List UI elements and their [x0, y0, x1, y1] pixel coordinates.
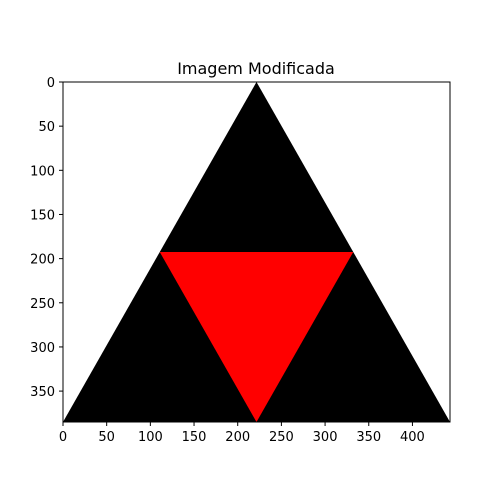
axes-frame — [62, 81, 451, 423]
x-tick-label: 400 — [400, 430, 425, 445]
y-tick-label: 350 — [30, 385, 55, 400]
y-axis: 0 50 100 150 200 250 300 350 — [30, 76, 63, 400]
x-tick-label: 50 — [98, 430, 115, 445]
y-tick-label: 200 — [30, 253, 55, 268]
y-tick-label: 0 — [47, 76, 55, 91]
x-tick-label: 150 — [182, 430, 207, 445]
chart-title: Imagem Modificada — [177, 59, 335, 78]
x-tick-label: 100 — [138, 430, 163, 445]
x-tick-label: 250 — [269, 430, 294, 445]
y-tick-label: 50 — [38, 120, 55, 135]
y-tick-label: 250 — [30, 297, 55, 312]
x-tick-label: 0 — [59, 430, 67, 445]
y-tick-label: 300 — [30, 341, 55, 356]
y-tick-label: 100 — [30, 164, 55, 179]
x-tick-label: 200 — [225, 430, 250, 445]
inner-triangle — [159, 252, 354, 422]
x-tick-label: 350 — [356, 430, 381, 445]
x-axis: 0 50 100 150 200 250 300 350 400 — [59, 422, 425, 445]
y-tick-label: 150 — [30, 208, 55, 223]
x-tick-label: 300 — [313, 430, 338, 445]
plot-area — [63, 82, 450, 422]
